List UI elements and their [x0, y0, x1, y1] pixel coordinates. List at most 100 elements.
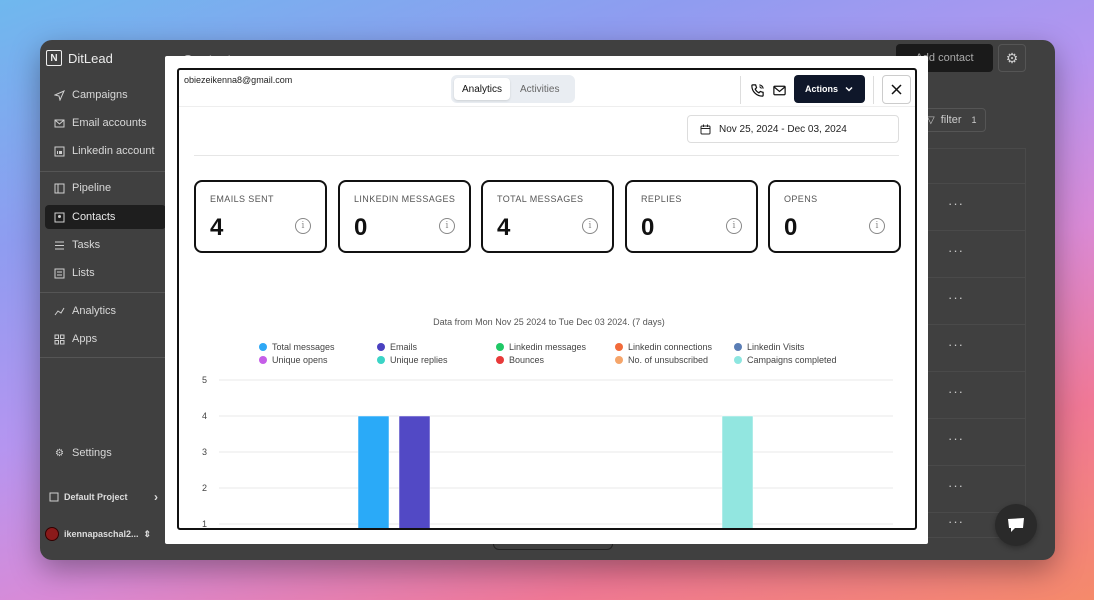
email-button[interactable]: [769, 80, 789, 100]
chat-icon: [1008, 518, 1024, 532]
legend-item[interactable]: Linkedin messages: [496, 342, 586, 352]
lists-icon: [54, 268, 65, 279]
legend-item[interactable]: Bounces: [496, 355, 544, 365]
chart-bar[interactable]: [398, 415, 431, 530]
analytics-icon: [54, 306, 65, 317]
info-icon[interactable]: i: [726, 218, 742, 234]
y-tick-label: 4: [202, 411, 207, 421]
legend-item[interactable]: Unique opens: [259, 355, 328, 365]
stat-value: 4: [210, 214, 224, 241]
row-menu-button[interactable]: ···: [948, 243, 964, 258]
info-icon[interactable]: i: [295, 218, 311, 234]
stat-card-replies: REPLIES 0 i: [625, 180, 758, 253]
user-name: ikennapaschal2...: [64, 529, 139, 539]
sidebar-item-label: Campaigns: [72, 89, 128, 101]
stat-label: EMAILS SENT: [210, 194, 274, 204]
sidebar-item-apps[interactable]: Apps: [45, 327, 166, 351]
project-name: Default Project: [64, 492, 128, 502]
chevron-right-icon: ›: [154, 490, 158, 504]
settings-button[interactable]: ⚙: [998, 44, 1026, 72]
user-menu[interactable]: ikennapaschal2... ⇕: [45, 527, 151, 541]
header-divider: [873, 76, 874, 104]
legend-item[interactable]: Linkedin Visits: [734, 342, 804, 352]
gear-icon: ⚙: [55, 447, 64, 459]
actions-button[interactable]: Actions: [794, 75, 865, 103]
info-icon[interactable]: i: [582, 218, 598, 234]
row-menu-button[interactable]: ···: [948, 431, 964, 446]
table-row-divider: [910, 465, 1026, 466]
info-icon[interactable]: i: [439, 218, 455, 234]
sidebar-item-label: Pipeline: [72, 182, 112, 194]
legend-label: Linkedin Visits: [747, 342, 805, 352]
legend-item[interactable]: Emails: [377, 342, 417, 352]
row-menu-button[interactable]: ···: [948, 514, 964, 529]
close-button[interactable]: [882, 75, 911, 104]
header-line: [179, 106, 915, 107]
stat-label: OPENS: [784, 194, 818, 204]
info-icon[interactable]: i: [869, 218, 885, 234]
tab-analytics[interactable]: Analytics: [454, 78, 511, 100]
mail-icon: [772, 85, 786, 95]
section-divider: [194, 155, 899, 156]
date-range-picker[interactable]: Nov 25, 2024 - Dec 03, 2024: [687, 115, 899, 143]
sidebar-item-lists[interactable]: Lists: [45, 261, 166, 285]
legend-label: Emails: [390, 342, 418, 352]
contact-modal: obiezeikenna8@gmail.com Analytics Activi…: [165, 56, 928, 544]
legend-swatch: [734, 356, 742, 364]
legend-swatch: [259, 356, 267, 364]
legend-swatch: [496, 343, 504, 351]
date-range-label: Nov 25, 2024 - Dec 03, 2024: [719, 123, 847, 135]
sidebar-item-settings[interactable]: ⚙ Settings: [45, 441, 166, 465]
chat-button[interactable]: [995, 504, 1037, 546]
sidebar-item-contacts[interactable]: Contacts: [45, 205, 166, 229]
stat-value: 0: [784, 214, 798, 241]
legend-item[interactable]: Total messages: [259, 342, 335, 352]
row-menu-button[interactable]: ···: [948, 196, 964, 211]
chart-bar[interactable]: [721, 415, 754, 530]
chart-caption: Data from Mon Nov 25 2024 to Tue Dec 03 …: [433, 317, 665, 327]
filter-button[interactable]: ▽ filter 1: [920, 108, 986, 132]
legend-item[interactable]: Unique replies: [377, 355, 448, 365]
sidebar-item-label: Tasks: [72, 239, 101, 251]
legend-swatch: [377, 343, 385, 351]
calendar-icon: [700, 124, 711, 134]
avatar: [45, 527, 59, 541]
filter-icon: ▽: [927, 114, 935, 126]
row-menu-button[interactable]: ···: [948, 290, 964, 305]
tab-activities[interactable]: Activities: [520, 83, 560, 95]
table-row-divider: [910, 277, 1026, 278]
legend-label: Linkedin messages: [509, 342, 587, 352]
legend-swatch: [615, 356, 623, 364]
stat-label: TOTAL MESSAGES: [497, 194, 584, 204]
chevron-updown-icon: ⇕: [143, 528, 152, 539]
legend-item[interactable]: No. of unsubscribed: [615, 355, 708, 365]
sidebar-divider: [40, 357, 166, 358]
table-row-divider: [910, 230, 1026, 231]
chart-bar[interactable]: [357, 415, 390, 530]
sidebar-item-pipeline[interactable]: Pipeline: [45, 176, 166, 200]
sidebar-item-label: Settings: [72, 447, 112, 459]
legend-item[interactable]: Linkedin connections: [615, 342, 712, 352]
row-menu-button[interactable]: ···: [948, 384, 964, 399]
stat-value: 4: [497, 214, 511, 241]
contacts-icon: [54, 212, 65, 223]
pipeline-icon: [54, 183, 65, 194]
apps-icon: [54, 334, 65, 345]
legend-label: Linkedin connections: [628, 342, 713, 352]
sidebar-divider: [40, 292, 166, 293]
sidebar-item-email-accounts[interactable]: Email accounts: [45, 111, 166, 135]
row-menu-button[interactable]: ···: [948, 337, 964, 352]
phone-icon: [750, 83, 764, 97]
table-row-divider: [910, 324, 1026, 325]
sidebar-item-campaigns[interactable]: Campaigns: [45, 83, 166, 107]
close-icon: [891, 84, 902, 95]
sidebar-item-linkedin-account[interactable]: Linkedin account: [45, 139, 166, 163]
project-switcher[interactable]: Default Project ›: [48, 490, 158, 504]
sidebar-item-analytics[interactable]: Analytics: [45, 299, 166, 323]
stat-label: REPLIES: [641, 194, 682, 204]
modal-content: obiezeikenna8@gmail.com Analytics Activi…: [177, 68, 917, 530]
row-menu-button[interactable]: ···: [948, 478, 964, 493]
sidebar-item-tasks[interactable]: Tasks: [45, 233, 166, 257]
legend-item[interactable]: Campaigns completed: [734, 355, 837, 365]
call-button[interactable]: [747, 80, 767, 100]
